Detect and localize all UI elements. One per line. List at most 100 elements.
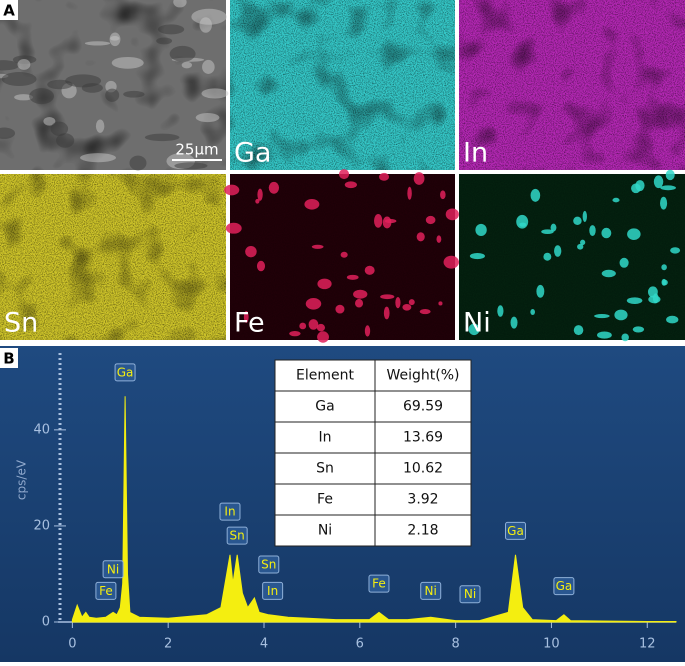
y-tick-label: 40 [33,422,50,437]
y-tick-label: 20 [33,518,50,533]
peak-label-box [553,577,575,596]
map-particle [256,260,266,272]
map-particle [614,309,628,321]
map-particle [436,235,442,243]
peak-label: Ni [107,562,119,576]
map-particle [245,246,257,258]
peak-label-box [114,363,136,382]
x-tick-label: 0 [68,637,76,652]
map-particle [308,319,319,330]
element-label: Fe [234,308,265,339]
x-tick-label: 4 [260,637,268,652]
map-particle [554,245,562,257]
sem-feature [84,41,111,46]
table-cell: Weight(%) [386,368,459,384]
panel-label: A [3,2,15,20]
map-particle [364,325,371,337]
sem-feature [202,59,215,74]
sem-feature [56,133,75,148]
table-cell: 69.59 [403,399,443,415]
spectrum-area [71,396,677,623]
map-particle [257,188,263,201]
element-label: In [463,138,488,169]
sem-feature [144,133,180,142]
map-particle [443,255,459,269]
x-tick-label: 10 [543,637,560,652]
map-particle [311,244,324,249]
sem-feature [0,60,20,71]
element-label: Sn [4,308,38,339]
map-particle [344,181,357,189]
table-cell: Sn [316,461,334,477]
x-tick-label: 2 [164,637,172,652]
map-particle [601,269,616,278]
sem-feature [174,162,208,170]
peak-label: In [224,505,235,519]
map-particle [268,181,280,194]
peak-label: Ga [117,365,134,379]
map-particle [497,305,504,317]
peak-label-box [368,574,390,593]
peak-label-box [505,521,527,540]
sem-feature [50,121,69,136]
map-particle [379,172,390,181]
sem-feature [181,61,193,69]
map-particle [666,315,679,324]
peak-label-box [226,526,248,545]
map-particle [402,303,412,311]
map-particle [340,251,348,258]
sem-feature [129,155,147,171]
table-cell: 10.62 [403,461,443,477]
sem-feature [1,72,37,87]
map-particle [395,297,401,309]
peak-label: In [267,584,278,598]
sem-feature [0,127,16,139]
element-label: Ga [234,138,271,169]
map-particle [597,331,612,339]
map-particle [530,188,541,202]
map-particle [582,210,587,223]
element-label: Ni [463,308,491,339]
map-particle [438,301,443,306]
map-particle [589,225,596,237]
sem-feature [191,8,227,25]
map-particle [384,219,397,224]
map-shading [230,0,455,170]
peak-label-box [219,502,241,521]
peak-label: Ga [556,579,573,593]
map-particle [468,323,480,336]
map-particle [243,310,249,323]
panel-label-box [0,0,18,20]
map-particle [425,215,436,225]
map-particle [419,308,431,315]
sem-feature [157,24,185,35]
map-particle [374,214,383,228]
map-particle [660,185,676,191]
map-particle [665,169,675,181]
x-tick-label: 12 [639,637,656,652]
map-particle [299,322,307,330]
map-particle [543,252,552,261]
map-particle [661,264,667,271]
map-particle [627,228,641,240]
map-particle [255,198,260,204]
peak-label-box [258,555,280,574]
sem-feature [80,153,116,163]
map-particle [407,186,412,200]
table-cell: In [318,430,331,446]
peak-label-box [420,581,442,600]
map-particle [335,304,345,314]
map-particle [619,257,629,268]
map-particle [338,169,350,180]
map-particle [289,330,301,337]
map-particle [653,175,664,189]
sem-feature [199,17,212,33]
map-shading [0,174,226,340]
peak-label: Ni [464,587,476,601]
map-particle [305,298,322,310]
sem-feature [17,58,31,70]
map-particle [383,306,390,320]
map-particle [317,331,329,343]
map-particle [632,326,645,333]
